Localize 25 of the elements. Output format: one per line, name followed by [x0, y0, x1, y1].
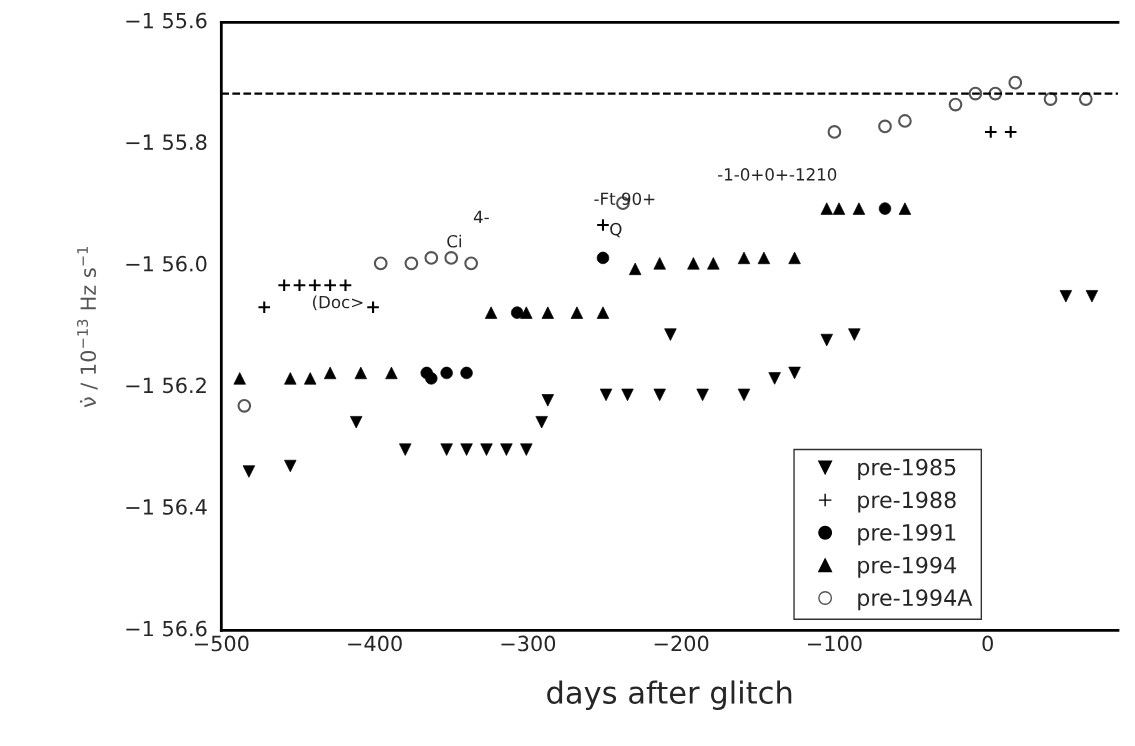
legend-label: pre-1988 [858, 491, 956, 513]
text: −1 56.4 [126, 499, 207, 515]
x-tick-label: −500 [194, 635, 249, 652]
text: −1 56.6 [126, 620, 207, 637]
text: −1 55.8 [126, 134, 207, 151]
legend-label: pre-1994A [858, 589, 973, 611]
annotation: (Doc> [312, 295, 363, 311]
text: −1 55.6 [126, 12, 207, 29]
x-axis-title: days after glitch [547, 680, 792, 710]
y-axis-title: ν̇ / 10$^{−13}$ Hz s$^{−1}$ [76, 246, 98, 408]
annotation: Q [610, 222, 622, 238]
text: −1 56.0 [126, 255, 207, 272]
annotation: 4- [473, 210, 489, 224]
legend-label: pre-1994 [858, 556, 956, 578]
text: −1 56.2 [126, 377, 206, 394]
x-tick-label: −400 [348, 635, 402, 652]
x-tick-label: −300 [501, 635, 556, 652]
legend-label: pre-1991 [858, 524, 956, 546]
x-tick-label: −200 [654, 635, 709, 652]
annotation: -1-0+0+-1210 [717, 168, 837, 181]
legend-label: pre-1985 [858, 458, 956, 480]
x-tick-label: 0 [982, 635, 993, 652]
x-tick-label: −100 [808, 635, 862, 652]
annotation: -Ft 90+ [594, 192, 655, 206]
annotation: Ci [447, 234, 462, 248]
